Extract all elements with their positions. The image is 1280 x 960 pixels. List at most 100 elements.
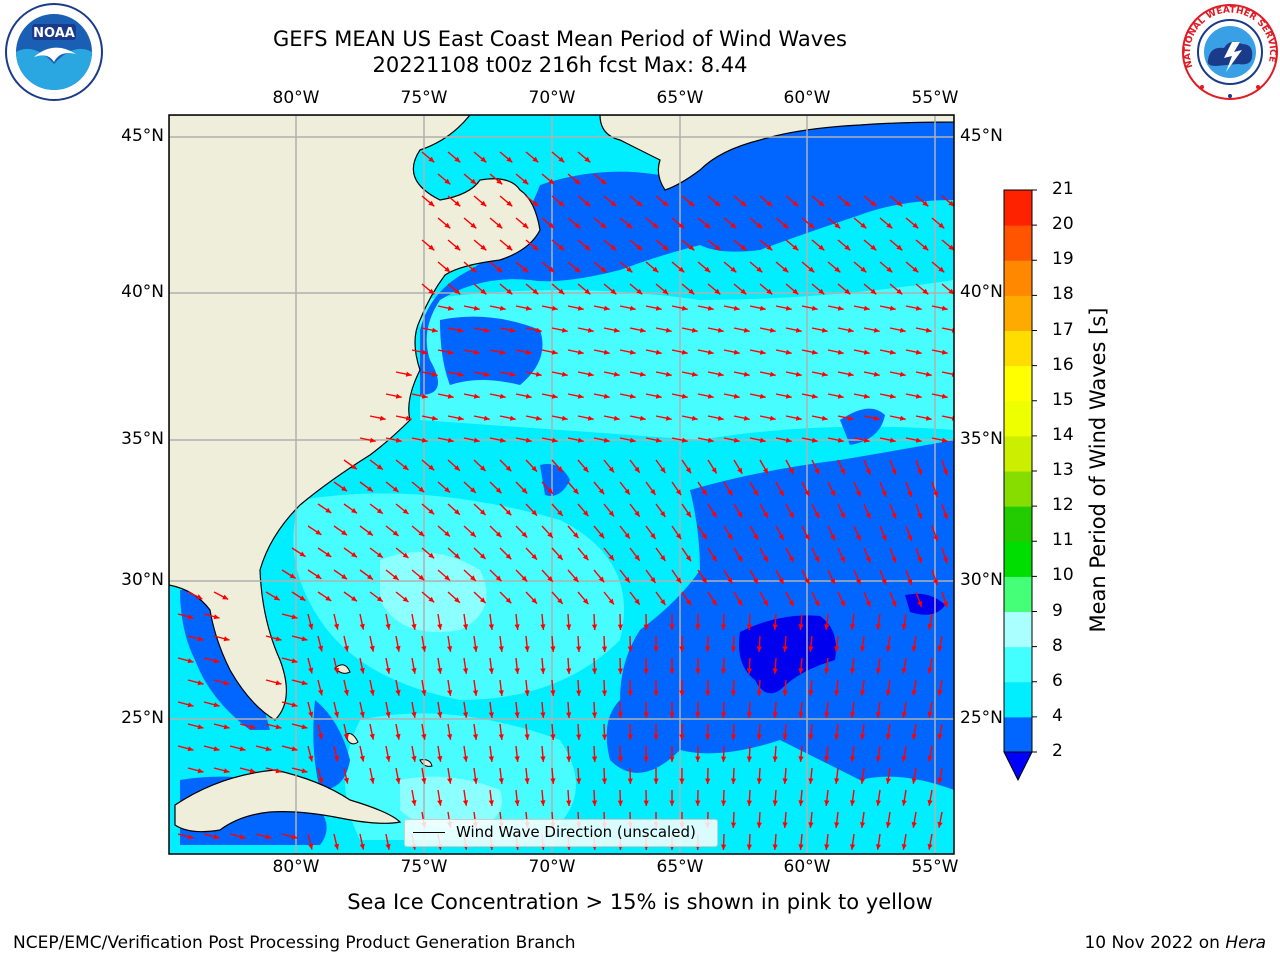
wind-wave-arrow-head <box>506 288 513 295</box>
wind-wave-arrow-head <box>488 712 494 718</box>
wind-wave-arrow-head <box>561 371 568 377</box>
wind-wave-arrow-head <box>421 437 428 443</box>
wind-wave-arrow-head <box>411 800 417 806</box>
wind-wave-arrow-head <box>717 415 724 421</box>
wind-wave-arrow-head <box>808 734 814 740</box>
wind-wave-arrow-head <box>707 349 714 355</box>
wind-wave-arrow-head <box>912 266 919 273</box>
lat-tick-left: 45°N <box>121 126 164 146</box>
lon-tick-bottom: 75°W <box>400 857 448 877</box>
wind-wave-arrow-head <box>756 222 763 229</box>
wind-wave-arrow-head <box>925 371 932 377</box>
colorbar-segment <box>1004 471 1032 507</box>
wind-wave-arrow-head <box>488 800 494 806</box>
wind-wave-arrow-head <box>457 415 464 421</box>
wind-wave-arrows <box>177 151 954 851</box>
wind-wave-arrow-head <box>911 646 917 652</box>
wind-wave-arrow-head <box>548 178 555 185</box>
wind-wave-arrow-head <box>695 800 701 806</box>
colorbar-segment <box>1004 330 1032 367</box>
wind-wave-arrow-head <box>901 712 907 718</box>
wind-wave-arrow-head <box>675 489 682 496</box>
wind-wave-arrow-head <box>479 597 486 603</box>
wind-wave-arrow-head <box>922 288 929 295</box>
wind-wave-arrow-head <box>733 305 740 311</box>
lon-tick-bottom: 65°W <box>656 857 704 877</box>
wind-wave-arrow-head <box>804 578 810 585</box>
wind-wave-arrow-head <box>573 576 579 583</box>
wind-wave-arrow-head <box>558 288 565 295</box>
wind-wave-arrow-head <box>447 393 454 399</box>
wind-wave-arrow-head <box>948 244 954 251</box>
wind-wave-arrow-head <box>418 486 425 493</box>
wind-wave-arrow-head <box>907 491 913 497</box>
wind-wave-arrow-head <box>685 511 691 518</box>
wind-wave-arrow-head <box>837 305 844 311</box>
wind-wave-arrow-head <box>437 756 443 762</box>
wind-wave-arrow-head <box>470 178 477 185</box>
wind-wave-arrow-head <box>369 437 376 443</box>
wind-wave-arrow-head <box>197 680 204 686</box>
wind-wave-arrow-head <box>318 645 324 652</box>
colorbar-segment <box>1004 646 1032 683</box>
wind-wave-arrow-head <box>223 680 230 686</box>
wind-wave-arrow-head <box>557 554 563 560</box>
wind-wave-arrow-head <box>881 534 887 541</box>
lon-tick-top: 75°W <box>400 88 448 108</box>
colorbar-tick-label: 14 <box>1052 424 1074 445</box>
wind-wave-arrow-head <box>402 464 409 470</box>
wind-wave-arrow-head <box>824 756 830 762</box>
wind-wave-arrow-head <box>925 327 932 333</box>
wind-wave-arrow-head <box>506 156 513 163</box>
wind-wave-arrow-head <box>522 178 529 185</box>
wind-wave-arrow-head <box>509 371 516 377</box>
wind-wave-arrow-head <box>601 778 608 784</box>
wind-wave-arrow-head <box>333 667 339 674</box>
wind-wave-arrow-head <box>821 371 828 377</box>
wind-wave-arrow-head <box>808 266 815 273</box>
wind-wave-arrow-head <box>428 244 435 251</box>
wind-wave-arrow-head <box>505 509 512 516</box>
wind-wave-arrow-head <box>385 755 391 762</box>
lon-tick-top: 60°W <box>783 88 831 108</box>
wind-wave-arrow-head <box>681 305 688 311</box>
wind-wave-arrow-head <box>679 734 685 740</box>
wind-wave-arrow-head <box>343 733 349 740</box>
wind-wave-arrow-head <box>743 327 750 333</box>
wind-wave-arrow-head <box>626 222 633 229</box>
wind-wave-arrow-head <box>756 822 762 828</box>
wind-wave-arrow-head <box>865 512 871 519</box>
wind-wave-arrow-head <box>488 756 494 762</box>
colorbar-tick-label: 13 <box>1052 460 1074 480</box>
wind-wave-arrow-head <box>875 756 881 762</box>
wind-wave-arrow-head <box>643 712 649 718</box>
wind-wave-arrow-head <box>763 555 768 562</box>
wind-wave-arrow-head <box>927 799 933 806</box>
wind-wave-arrow-head <box>418 530 425 537</box>
wind-wave-arrow-head <box>428 200 435 207</box>
wind-wave-arrow-head <box>660 511 666 517</box>
wind-wave-arrow-head <box>662 244 669 251</box>
wind-wave-arrow-head <box>470 575 476 581</box>
wind-wave-arrow-head <box>600 266 607 273</box>
wind-wave-arrow-head <box>598 576 605 583</box>
colorbar-tick-label: 9 <box>1052 600 1063 621</box>
wind-wave-arrow-head <box>574 222 581 229</box>
wind-wave-arrow-head <box>624 488 630 495</box>
lon-tick-top: 70°W <box>528 88 576 108</box>
wind-wave-arrow-head <box>392 574 399 580</box>
wind-wave-arrow-head <box>447 646 453 652</box>
wind-wave-arrow-head <box>514 624 520 630</box>
wind-wave-arrow-head <box>395 777 401 784</box>
wind-wave-arrow-head <box>669 756 675 762</box>
lat-tick-right: 35°N <box>960 429 1003 449</box>
wind-wave-arrow-head <box>617 624 623 630</box>
colorbar-tick-label: 15 <box>1052 389 1074 410</box>
wind-wave-arrow-head <box>704 222 711 229</box>
wind-wave-arrow-head <box>938 222 945 229</box>
wind-wave-arrow-head <box>727 489 733 496</box>
wind-wave-arrow-head <box>421 734 427 740</box>
wind-wave-arrow-head <box>496 222 503 229</box>
wind-wave-arrow-head <box>473 437 480 443</box>
wind-wave-arrow-head <box>691 327 698 333</box>
